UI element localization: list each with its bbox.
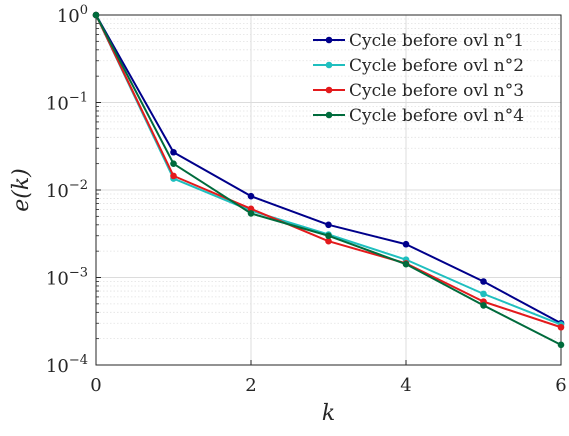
legend-label: Cycle before ovl n°2 <box>349 56 524 76</box>
data-point <box>247 192 255 200</box>
legend-label: Cycle before ovl n°1 <box>349 31 524 51</box>
series-layer <box>92 11 565 349</box>
x-tick-label: 6 <box>555 375 566 396</box>
data-point <box>402 260 410 268</box>
data-point <box>325 221 332 229</box>
series-4 <box>92 11 565 349</box>
legend-item-2: Cycle before ovl n°2 <box>313 56 524 76</box>
data-point <box>247 205 255 213</box>
data-point <box>480 278 487 285</box>
data-point <box>170 160 177 167</box>
data-point <box>247 210 255 217</box>
legend-item-3: Cycle before ovl n°3 <box>313 81 524 101</box>
data-point <box>170 172 177 180</box>
x-axis-label: k <box>322 401 335 426</box>
data-point <box>170 148 177 156</box>
legend-marker <box>325 111 333 119</box>
legend-marker <box>325 36 333 44</box>
data-point <box>480 302 487 309</box>
tick-layer: 0 2 4 6 100 10−1 10−2 10−3 10−4 <box>46 3 567 396</box>
data-point <box>92 11 100 19</box>
y-axis-label: e(k) <box>9 168 34 212</box>
data-point <box>557 341 565 349</box>
legend-marker <box>325 86 333 94</box>
legend: Cycle before ovl n°1 Cycle before ovl n°2… <box>313 31 524 126</box>
x-tick-label: 4 <box>400 375 411 396</box>
y-tick-label: 10−2 <box>46 178 88 202</box>
legend-label: Cycle before ovl n°4 <box>349 106 524 126</box>
legend-label: Cycle before ovl n°3 <box>349 81 524 101</box>
legend-marker <box>325 61 333 69</box>
data-point <box>325 232 332 240</box>
y-tick-label: 10−3 <box>46 266 88 290</box>
legend-item-1: Cycle before ovl n°1 <box>313 31 524 51</box>
legend-item-4: Cycle before ovl n°4 <box>313 106 524 126</box>
x-tick-label: 2 <box>245 375 256 396</box>
y-tick-label: 10−4 <box>46 353 88 377</box>
x-tick-label: 0 <box>90 375 101 396</box>
y-tick-label: 100 <box>57 3 88 27</box>
data-point <box>480 290 487 298</box>
data-point <box>402 240 410 248</box>
y-tick-label: 10−1 <box>46 91 88 115</box>
data-point <box>325 237 332 245</box>
data-point <box>557 323 565 331</box>
